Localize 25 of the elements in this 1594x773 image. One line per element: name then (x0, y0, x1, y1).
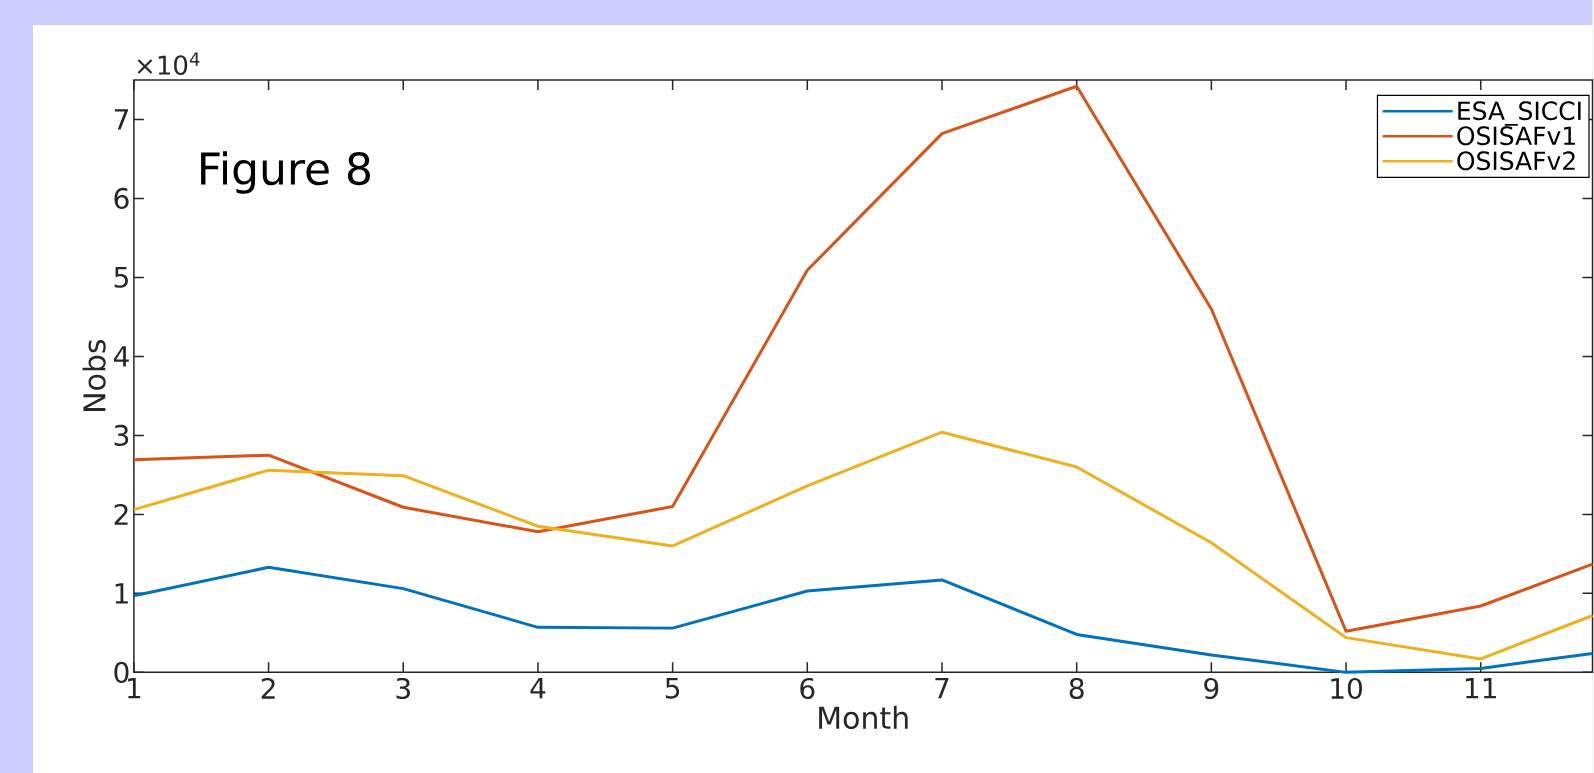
annotation: Figure 8 (201, 151, 370, 194)
x-tick-label: 10 (1331, 677, 1362, 699)
x-tick-label: 5 (665, 677, 680, 699)
x-axis-title: Month (819, 705, 908, 729)
x-tick-label: 9 (1204, 677, 1219, 699)
y-tick-label: 2 (114, 503, 128, 525)
x-tick-label: 11 (1466, 677, 1496, 699)
y-tick-label: 4 (113, 346, 129, 367)
x-tick-label: 8 (1069, 677, 1084, 699)
y-tick-label: 0 (114, 661, 129, 683)
x-tick-label: 6 (800, 677, 815, 699)
y-tick-label: 3 (114, 424, 129, 446)
y-axis-title: Nobs (82, 339, 106, 411)
text: ×10$^{4}$ (137, 52, 200, 75)
legend-label: ESA_SICCI (1458, 101, 1581, 126)
y-tick-label: 1 (115, 583, 128, 604)
x-tick-label: 3 (396, 677, 410, 699)
x-tick-label: 2 (261, 677, 275, 699)
y-tick-label: 7 (114, 109, 128, 130)
y-tick-label: 6 (114, 187, 129, 209)
legend-label: OSISAFv2 (1457, 151, 1575, 171)
y-tick-label: 5 (114, 266, 128, 288)
x-tick-label: 4 (530, 677, 546, 699)
x-tick-label: 7 (935, 677, 949, 699)
legend-label: OSISAFv1 (1457, 126, 1575, 146)
